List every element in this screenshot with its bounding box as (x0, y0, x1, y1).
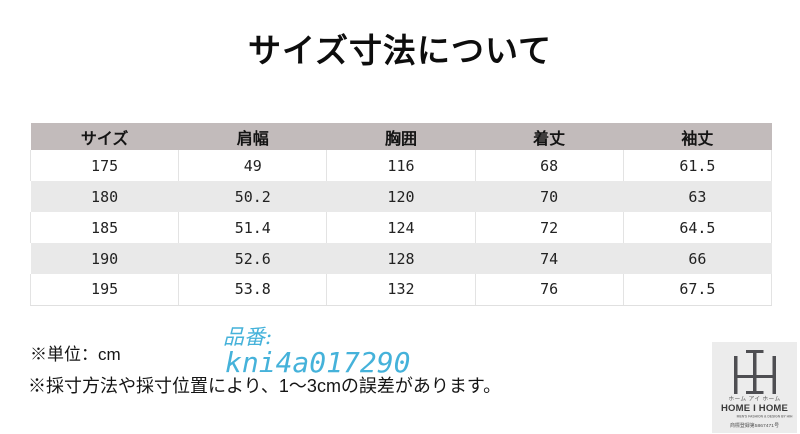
logo-tagline: MEN'S FASHION & DESIGN BY HIH (736, 414, 793, 419)
page-title: サイズ寸法について (247, 32, 553, 69)
table-cell: 76 (475, 274, 624, 306)
column-header: 袖丈 (623, 123, 772, 150)
size-table: サイズ 肩幅 胸囲 着丈 袖丈 175 49 116 68 61.5 180 50.2 120 70 63… (29, 123, 773, 306)
table-cell: 64.5 (623, 212, 773, 243)
table-cell: 72 (475, 212, 624, 243)
table-cell: 49 (178, 150, 328, 181)
table-cell: 67.5 (623, 274, 773, 306)
column-header: 肩幅 (178, 123, 327, 150)
table-cell: 180 (91, 187, 119, 206)
table-row: 195 53.8 132 76 67.5 (29, 274, 773, 306)
hih-monogram-icon (733, 350, 776, 394)
table-cell: 51.4 (178, 212, 328, 243)
table-cell: 195 (29, 274, 180, 306)
watermark-item-number-code: kni4a017290 (225, 346, 411, 379)
table-cell: 190 (91, 249, 119, 268)
header-row: サイズ 肩幅 胸囲 着丈 袖丈 (30, 123, 772, 150)
table-cell: 132 (326, 274, 476, 306)
brand-logo: ホーム アイ ホーム HOME I HOME MEN'S FASHION & D… (712, 342, 797, 433)
table-cell: 70 (540, 187, 559, 206)
table-cell: 68 (475, 150, 624, 181)
table-cell: 66 (688, 249, 707, 268)
table-row: 175 49 116 68 61.5 (29, 150, 773, 181)
watermark-item-number-label: 品番: (223, 325, 273, 349)
table-cell: 175 (29, 150, 180, 181)
table-cell: 61.5 (623, 150, 773, 181)
table-cell: 124 (326, 212, 476, 243)
column-header: 着丈 (475, 123, 624, 150)
size-table-header: サイズ 肩幅 胸囲 着丈 袖丈 (30, 123, 772, 150)
table-cell: 74 (540, 249, 559, 268)
table-cell: 53.8 (178, 274, 328, 306)
table-row: 185 51.4 124 72 64.5 (29, 212, 773, 243)
table-row: 180 50.2 120 70 63 (30, 181, 772, 212)
table-cell: 185 (29, 212, 180, 243)
table-row: 190 52.6 128 74 66 (30, 243, 772, 274)
table-cell: 120 (387, 187, 415, 206)
logo-name-japanese: ホーム アイ ホーム (728, 395, 781, 402)
table-cell: 52.6 (234, 249, 271, 268)
table-cell: 128 (387, 249, 415, 268)
table-cell: 116 (326, 150, 476, 181)
hih-monogram-strokes (733, 350, 776, 394)
tolerance-note: ※採寸方法や採寸位置により、1～3cmの誤差があります。 (28, 376, 502, 396)
unit-note: ※単位：cm (30, 345, 121, 364)
column-header: サイズ (30, 123, 179, 150)
size-table-body: 175 49 116 68 61.5 180 50.2 120 70 63 185 51.4 124 72… (29, 150, 773, 306)
table-cell: 50.2 (234, 187, 271, 206)
table-cell: 63 (688, 187, 707, 206)
column-header: 胸囲 (326, 123, 476, 150)
logo-name-english: HOME I HOME (720, 403, 789, 414)
logo-trademark-number: 商標登録第5867471号 (729, 422, 780, 429)
